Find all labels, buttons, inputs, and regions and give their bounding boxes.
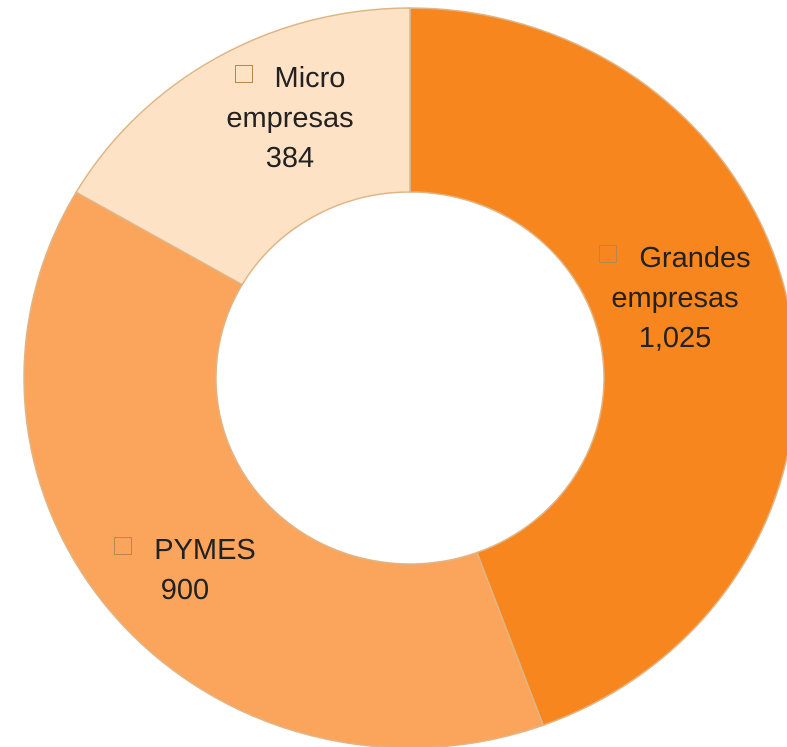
value-label: 1,025 [638,322,712,354]
legend-swatch [114,537,133,555]
legend-swatch [234,65,253,83]
value-label: 900 [160,574,210,606]
donut-slice [409,7,787,727]
category-label: Grandes empresas [611,242,751,314]
category-label: Micro empresas [226,62,354,134]
value-label: 384 [265,142,315,174]
data-label: PYMES 900 [90,530,280,610]
data-label: Grandes empresas 1,025 [560,238,787,358]
donut-slice [75,7,411,286]
legend-swatch [599,245,618,263]
data-label: Micro empresas 384 [175,58,405,178]
category-label: PYMES [154,534,256,566]
donut-slice [23,191,545,747]
